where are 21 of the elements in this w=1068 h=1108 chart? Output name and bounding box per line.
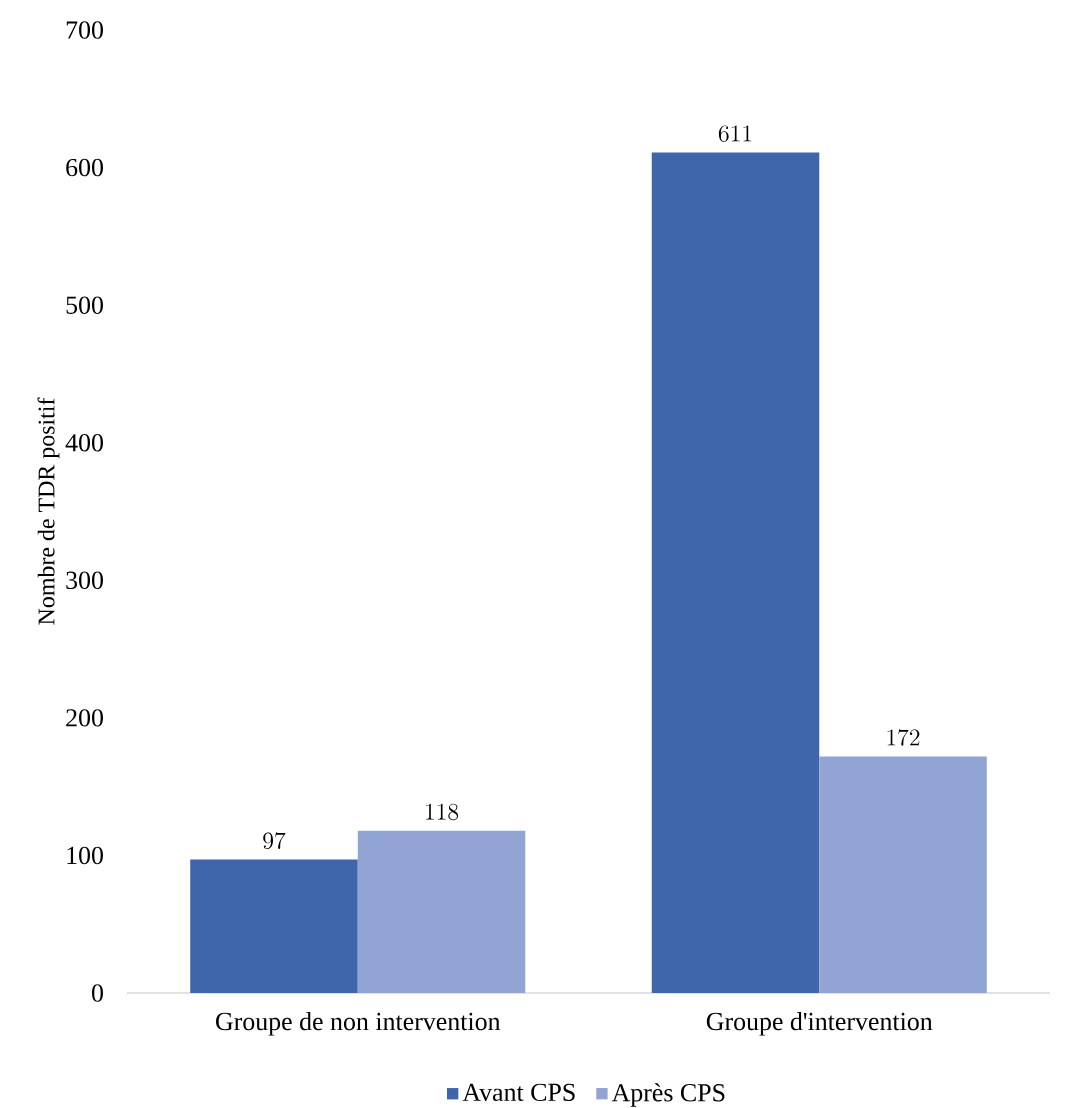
data-label: 97 — [263, 832, 286, 850]
y-tick-label: 200 — [66, 709, 103, 727]
x-tick-label: Groupe d'intervention — [706, 1012, 933, 1036]
y-tick-label: 500 — [66, 296, 103, 314]
legend-label: Avant CPS — [462, 1083, 575, 1102]
y-tick-label: 600 — [66, 158, 103, 177]
y-tick-label: 400 — [65, 433, 103, 452]
x-tick-label: Groupe de non intervention — [216, 1012, 501, 1036]
bar — [357, 830, 526, 993]
legend-label: Après CPS — [611, 1083, 725, 1107]
y-tick-label: 0 — [92, 984, 103, 1002]
y-tick-label: 700 — [66, 21, 103, 39]
data-label: 611 — [718, 125, 752, 142]
data-label: 172 — [887, 729, 920, 746]
bar — [651, 152, 820, 993]
y-tick-label: 300 — [66, 571, 103, 590]
data-label: 118 — [426, 803, 459, 821]
y-axis-title: Nombre de TDR positif — [37, 397, 60, 625]
y-tick-label: 100 — [67, 846, 103, 865]
bar — [819, 756, 987, 993]
bar — [190, 859, 358, 993]
